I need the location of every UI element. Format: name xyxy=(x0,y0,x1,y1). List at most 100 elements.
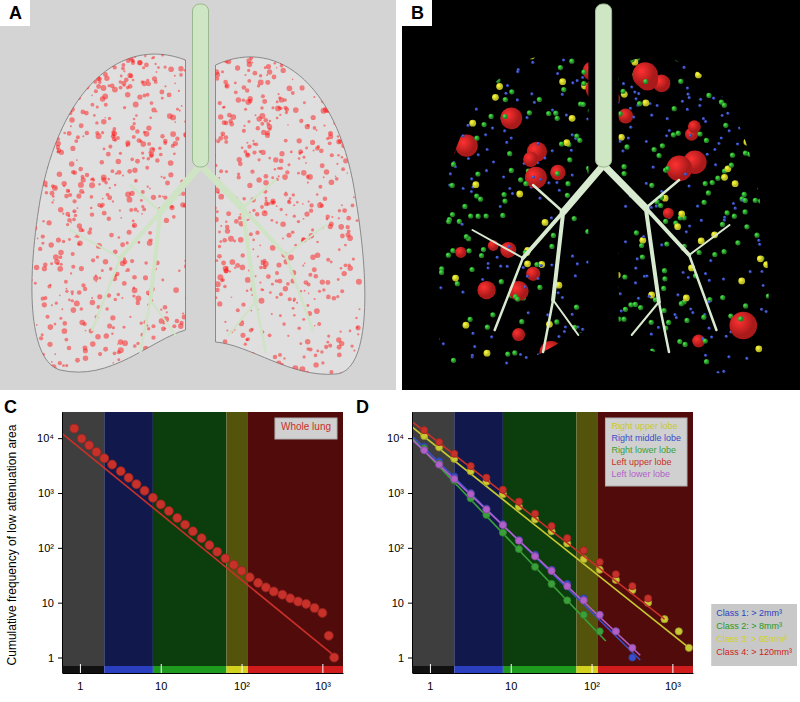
lesion-dot xyxy=(306,347,309,350)
lesion-sphere xyxy=(554,48,559,53)
lesion-dot xyxy=(54,116,59,121)
lesion-sphere xyxy=(737,61,740,64)
lesion-dot xyxy=(342,54,347,59)
lesion-dot xyxy=(361,223,365,227)
lesion-sphere xyxy=(533,48,536,51)
lesion-sphere xyxy=(731,83,744,96)
lesion-dot xyxy=(330,63,333,66)
lesion-dot xyxy=(163,141,167,145)
lesion-dot xyxy=(79,189,84,194)
lesion-sphere xyxy=(455,247,466,258)
lesion-dot xyxy=(91,258,95,262)
lesion-dot xyxy=(216,39,218,41)
lesion-sphere xyxy=(727,355,730,358)
lesion-dot xyxy=(259,377,261,379)
lesion-dot xyxy=(285,214,287,216)
lesion-dot xyxy=(149,353,152,356)
lesion-dot xyxy=(101,46,104,49)
lesion-sphere xyxy=(712,97,715,100)
lesion-sphere xyxy=(448,96,453,101)
lesion-dot xyxy=(143,94,147,98)
lesion-dot xyxy=(94,64,98,68)
lesion-dot xyxy=(132,294,135,297)
lesion-dot xyxy=(62,321,67,326)
lesion-dot xyxy=(342,48,344,50)
lesion-dot xyxy=(182,312,184,314)
lesion-dot xyxy=(76,194,81,199)
lesion-dot xyxy=(350,122,355,127)
lesion-dot xyxy=(222,238,227,243)
lesion-dot xyxy=(242,197,245,200)
lesion-dot xyxy=(210,34,214,38)
lesion-dot xyxy=(87,42,92,47)
lesion-dot xyxy=(179,110,181,112)
lesion-dot xyxy=(278,58,281,61)
lesion-dot xyxy=(184,350,189,355)
lesion-dot xyxy=(163,305,168,310)
lesion-dot xyxy=(191,256,194,259)
lesion-sphere xyxy=(595,179,600,184)
lesion-dot xyxy=(87,30,92,35)
lesion-dot xyxy=(57,266,63,272)
lesion-sphere xyxy=(457,219,462,224)
lesion-dot xyxy=(303,355,306,358)
lesion-dot xyxy=(328,141,332,145)
lesion-dot xyxy=(255,356,259,360)
lesion-dot xyxy=(332,70,334,72)
lesion-dot xyxy=(357,333,359,335)
lesion-dot xyxy=(119,80,123,84)
lesion-dot xyxy=(83,86,86,89)
lesion-dot xyxy=(104,117,106,119)
lesion-dot xyxy=(186,334,192,340)
lesion-sphere xyxy=(490,335,493,338)
lesion-sphere xyxy=(474,43,479,48)
lesion-dot xyxy=(132,363,136,367)
lesion-dot xyxy=(153,29,155,31)
lesion-dot xyxy=(43,90,45,92)
lesion-dot xyxy=(317,60,321,64)
lesion-dot xyxy=(158,147,161,150)
lesion-dot xyxy=(71,105,73,107)
lesion-dot xyxy=(34,175,39,180)
lesion-dot xyxy=(307,283,311,287)
lesion-sphere xyxy=(440,159,445,164)
lesion-dot xyxy=(58,61,62,65)
lesion-dot xyxy=(209,249,212,252)
lesion-dot xyxy=(293,215,296,218)
lesion-dot xyxy=(42,302,47,307)
lesion-sphere xyxy=(723,219,726,222)
lesion-dot xyxy=(35,170,41,176)
lesion-dot xyxy=(51,364,57,370)
lesion-dot xyxy=(39,336,43,340)
lesion-dot xyxy=(109,37,112,40)
lesion-dot xyxy=(105,67,107,69)
lesion-sphere xyxy=(756,376,759,379)
lesion-sphere xyxy=(770,184,777,191)
lesion-dot xyxy=(69,106,75,112)
lesion-dot xyxy=(168,66,174,72)
lesion-dot xyxy=(222,106,225,109)
lesion-dot xyxy=(297,34,302,39)
lesion-dot xyxy=(292,30,297,35)
lesion-sphere xyxy=(611,289,618,296)
lesion-dot xyxy=(204,199,208,203)
lesion-dot xyxy=(103,259,109,265)
lesion-dot xyxy=(255,357,260,362)
lesion-dot xyxy=(259,298,265,304)
lesion-dot xyxy=(120,48,123,51)
lesion-dot xyxy=(275,271,279,275)
lesion-sphere xyxy=(729,163,734,168)
lesion-sphere xyxy=(621,317,626,322)
lesion-dot xyxy=(346,38,349,41)
lesion-dot xyxy=(242,99,245,102)
lesion-dot xyxy=(144,55,146,57)
lesion-sphere xyxy=(637,297,640,300)
lesion-dot xyxy=(133,102,139,108)
trachea xyxy=(193,4,209,167)
lesion-dot xyxy=(358,198,360,200)
lesion-sphere xyxy=(465,376,468,379)
lesion-dot xyxy=(287,200,291,204)
lesion-dot xyxy=(336,98,339,101)
lesion-sphere xyxy=(606,346,609,349)
lesion-dot xyxy=(335,109,338,112)
